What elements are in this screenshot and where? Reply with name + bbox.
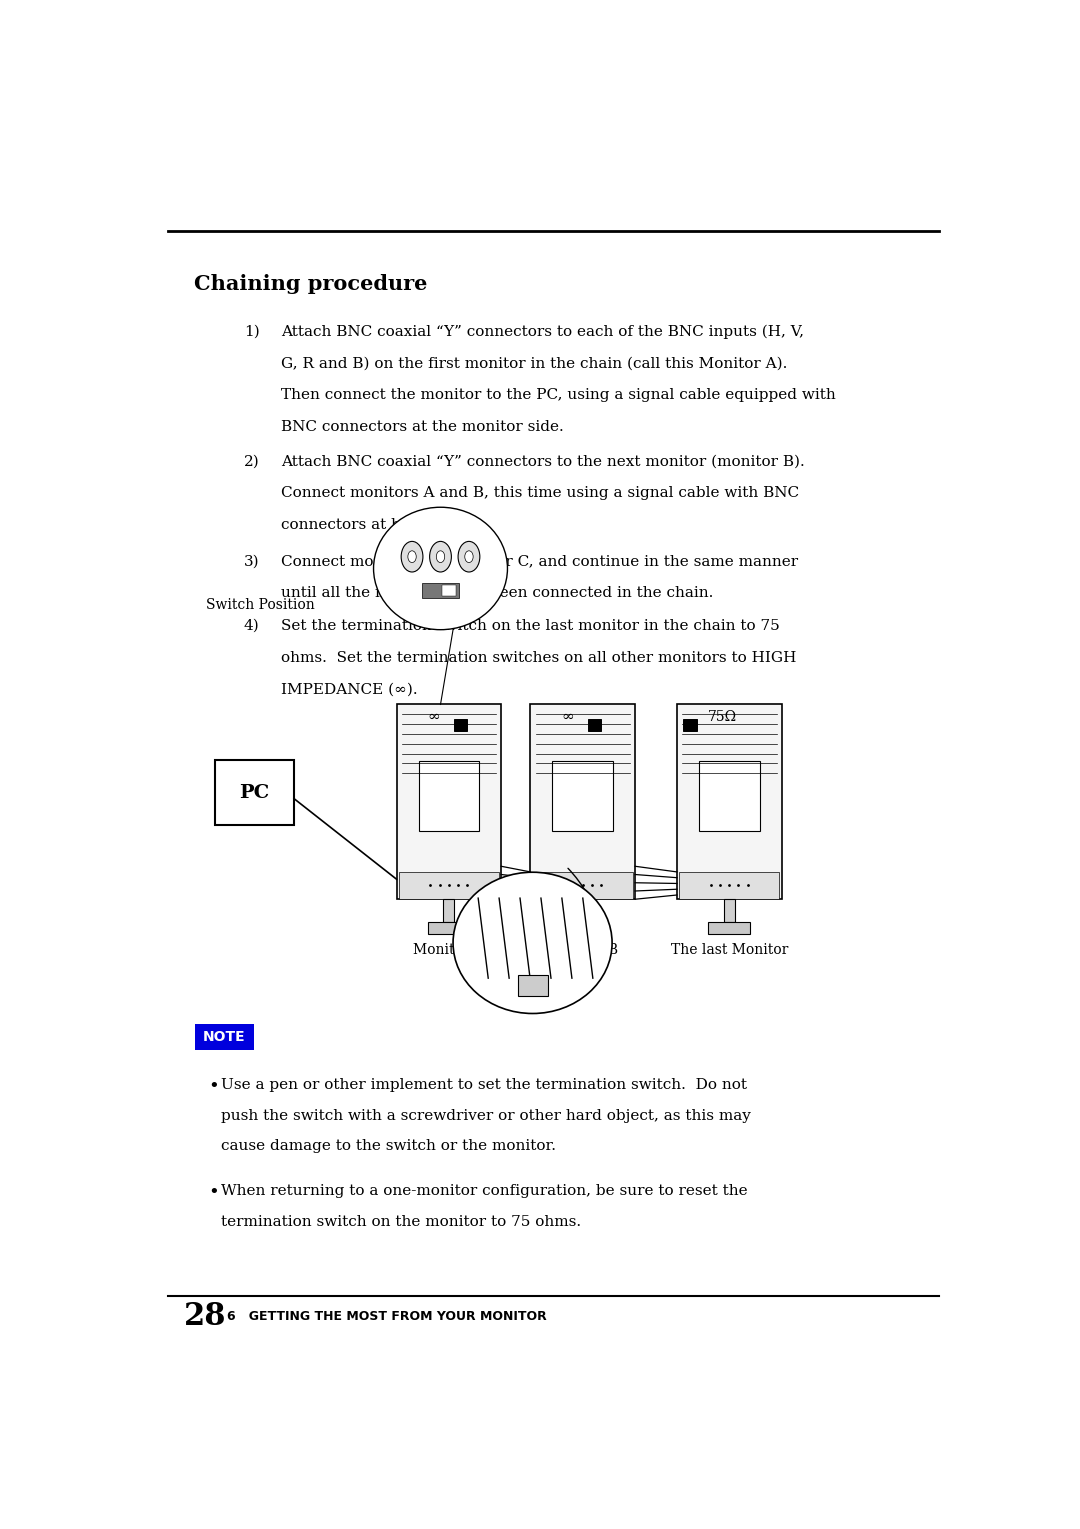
Text: BNC connectors at the monitor side.: BNC connectors at the monitor side. (282, 420, 564, 434)
FancyBboxPatch shape (195, 1024, 254, 1050)
Text: •: • (208, 1183, 219, 1202)
Bar (679, 872, 779, 899)
Bar (578, 899, 589, 922)
Text: Use a pen or other implement to set the termination switch.  Do not: Use a pen or other implement to set the … (221, 1078, 747, 1092)
Text: Connect monitors A and B, this time using a signal cable with BNC: Connect monitors A and B, this time usin… (282, 486, 799, 500)
Text: Monitor A: Monitor A (414, 943, 484, 957)
Circle shape (464, 550, 473, 563)
Bar (400, 872, 499, 899)
Bar (442, 586, 456, 595)
Circle shape (458, 541, 480, 572)
Text: The last Monitor: The last Monitor (671, 943, 788, 957)
Bar (530, 705, 635, 899)
Bar (534, 872, 633, 899)
Text: ∞: ∞ (428, 709, 441, 723)
Text: termination switch on the monitor to 75 ohms.: termination switch on the monitor to 75 … (221, 1216, 581, 1229)
Text: Chaining procedure: Chaining procedure (193, 274, 427, 294)
Bar (422, 583, 459, 598)
Text: Set the termination switch on the last monitor in the chain to 75: Set the termination switch on the last m… (282, 619, 780, 633)
Text: IMPEDANCE (∞).: IMPEDANCE (∞). (282, 682, 418, 697)
Bar (724, 899, 734, 922)
Ellipse shape (374, 508, 508, 630)
Text: Then connect the monitor to the PC, using a signal cable equipped with: Then connect the monitor to the PC, usin… (282, 388, 836, 402)
Bar (215, 760, 294, 826)
Circle shape (430, 541, 451, 572)
Text: push the switch with a screwdriver or other hard object, as this may: push the switch with a screwdriver or ot… (221, 1109, 751, 1122)
Text: until all the monitors have been connected in the chain.: until all the monitors have been connect… (282, 586, 714, 599)
Text: cause damage to the switch or the monitor.: cause damage to the switch or the monito… (221, 1139, 556, 1153)
Text: Attach BNC coaxial “Y” connectors to each of the BNC inputs (H, V,: Attach BNC coaxial “Y” connectors to eac… (282, 324, 805, 339)
Bar (588, 719, 602, 731)
Text: G, R and B) on the first monitor in the chain (call this Monitor A).: G, R and B) on the first monitor in the … (282, 356, 787, 370)
Circle shape (436, 550, 445, 563)
Bar (428, 922, 470, 934)
Text: 28: 28 (184, 1301, 226, 1332)
Bar (708, 922, 751, 934)
Text: 6   GETTING THE MOST FROM YOUR MONITOR: 6 GETTING THE MOST FROM YOUR MONITOR (227, 1309, 546, 1323)
Text: 75Ω: 75Ω (707, 709, 737, 723)
Text: 2): 2) (244, 454, 259, 468)
Bar (699, 761, 759, 830)
Ellipse shape (454, 872, 612, 1014)
Bar (517, 974, 548, 995)
Circle shape (408, 550, 416, 563)
Text: Attach BNC coaxial “Y” connectors to the next monitor (monitor B).: Attach BNC coaxial “Y” connectors to the… (282, 454, 806, 468)
Text: Switch Position: Switch Position (206, 598, 315, 612)
Text: 1): 1) (244, 324, 259, 339)
Text: Connect monitor B to monitor C, and continue in the same manner: Connect monitor B to monitor C, and cont… (282, 555, 798, 569)
Bar (684, 719, 697, 731)
Text: Monitor B: Monitor B (548, 943, 619, 957)
Text: PC: PC (239, 784, 269, 801)
Bar (677, 705, 782, 899)
Bar (419, 761, 480, 830)
Bar (562, 922, 604, 934)
Text: ohms.  Set the termination switches on all other monitors to HIGH: ohms. Set the termination switches on al… (282, 651, 797, 665)
Text: 3): 3) (244, 555, 259, 569)
Text: 4): 4) (244, 619, 259, 633)
Bar (454, 719, 468, 731)
Text: connectors at both sides.: connectors at both sides. (282, 518, 475, 532)
Text: ∞: ∞ (562, 709, 575, 723)
Text: •: • (208, 1078, 219, 1096)
Bar (444, 899, 455, 922)
Text: NOTE: NOTE (203, 1031, 246, 1044)
Text: When returning to a one-monitor configuration, be sure to reset the: When returning to a one-monitor configur… (221, 1183, 747, 1199)
Circle shape (401, 541, 423, 572)
Bar (396, 705, 501, 899)
Bar (553, 761, 613, 830)
